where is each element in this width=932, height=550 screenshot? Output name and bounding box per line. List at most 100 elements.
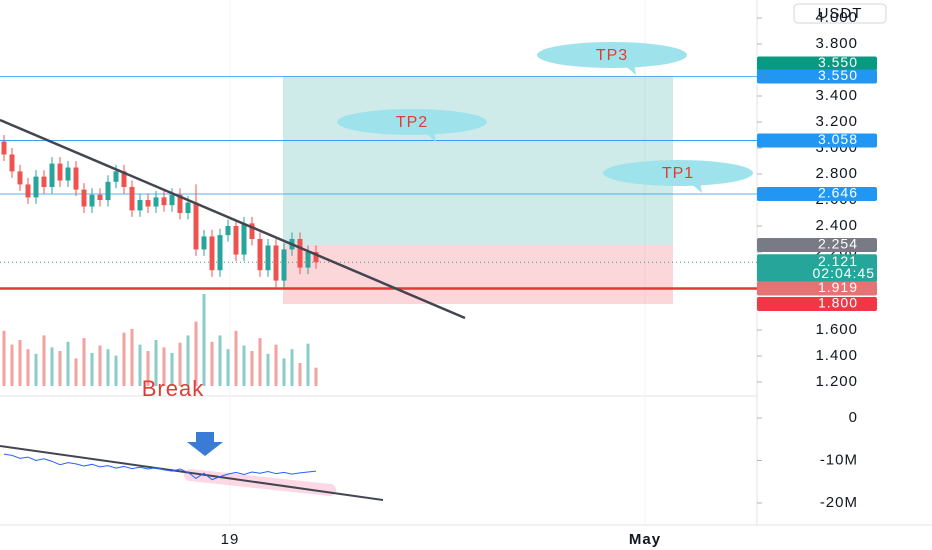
candle-body [1, 141, 7, 155]
candle-body [297, 239, 303, 268]
candle-body [137, 200, 143, 211]
volume-bar [226, 349, 230, 386]
currency-label: USDT [818, 5, 863, 22]
volume-bar [98, 345, 102, 386]
price-badge [757, 237, 877, 252]
price-badge-label: 2.254 [818, 236, 858, 252]
candle-body [89, 194, 95, 207]
candle-body [161, 197, 167, 206]
price-badge-label: 3.058 [818, 131, 858, 147]
candle-body [177, 194, 183, 213]
y-tick-label: 4.000 [815, 9, 858, 26]
candle-body [105, 181, 111, 200]
candle-body [17, 171, 23, 185]
y-tick-label: 3.800 [815, 35, 858, 52]
volume-bar [90, 352, 94, 386]
candle-body [273, 245, 279, 281]
callout-tail [688, 181, 702, 193]
volume-bar [202, 294, 206, 386]
volume-bar [210, 341, 214, 386]
candle-body [25, 184, 31, 198]
volume-bar [34, 353, 38, 386]
candle-body [81, 189, 87, 207]
price-badge [757, 187, 877, 202]
volume-bar [114, 355, 118, 386]
volume-bar [10, 344, 14, 386]
indicator-trendline [0, 445, 384, 501]
y-tick-label: -20M [820, 494, 858, 511]
countdown-label: 02:04:45 [813, 265, 876, 281]
volume-bar [170, 352, 174, 386]
volume-bar [26, 349, 30, 386]
price-badge [757, 133, 877, 148]
volume-bar [58, 351, 62, 386]
candle-body [193, 202, 199, 250]
callout-bubble [337, 109, 487, 135]
y-tick-label: 1.200 [815, 373, 858, 390]
candle-body [153, 197, 159, 207]
volume-bar [258, 338, 262, 386]
volume-bar [122, 332, 126, 386]
volume-bar [74, 358, 78, 386]
y-tick-label: 3.200 [815, 113, 858, 130]
candle-body [145, 200, 151, 207]
volume-bar [274, 344, 278, 386]
annotation-text: Break [142, 376, 204, 401]
volume-bar [154, 340, 158, 386]
candle-body [225, 226, 231, 236]
volume-bar [162, 347, 166, 386]
price-badge-label: 1.919 [818, 279, 858, 295]
volume-bar [42, 335, 46, 386]
y-tick-label: 1.600 [815, 321, 858, 338]
price-badge-label: 2.121 [818, 253, 858, 269]
volume-bar [306, 343, 310, 386]
candle-body [57, 163, 63, 181]
y-tick-label: 2.400 [815, 217, 858, 234]
volume-bar [106, 349, 110, 386]
volume-bar [266, 353, 270, 386]
price-badge-label: 1.800 [818, 295, 858, 311]
candle-body [9, 154, 15, 172]
currency-box [793, 3, 887, 24]
callout-text: TP1 [662, 165, 694, 182]
candle-body [249, 223, 255, 239]
volume-bar [234, 330, 238, 386]
volume-bar [250, 351, 254, 386]
profit-zone [283, 76, 673, 245]
down-arrow [187, 432, 223, 456]
candle-body [41, 176, 47, 187]
volume-bar [290, 349, 294, 386]
y-tick-label: 3.400 [815, 87, 858, 104]
candle-body [33, 176, 39, 198]
x-tick-label: May [629, 531, 661, 548]
callout-text: TP3 [596, 47, 628, 64]
volume-bar [282, 358, 286, 386]
callout-text: TP2 [396, 114, 428, 131]
y-tick-label: 1.400 [815, 347, 858, 364]
candle-body [169, 194, 175, 206]
volume-bar [82, 338, 86, 386]
callout-bubble [537, 42, 687, 68]
candle-body [65, 167, 71, 181]
candle-body [121, 171, 127, 187]
candle-body [281, 249, 287, 281]
x-tick-label: 19 [221, 531, 240, 548]
price-badge [757, 56, 877, 71]
volume-bar [178, 342, 182, 386]
y-tick-label: -10M [820, 451, 858, 468]
volume-bar [298, 363, 302, 386]
candle-body [201, 236, 207, 250]
volume-bar [18, 340, 22, 386]
price-badge-label: 3.550 [818, 54, 858, 70]
volume-bar [50, 347, 54, 386]
callout-tail [622, 63, 636, 75]
candle-body [233, 226, 239, 255]
candle-body [113, 171, 119, 182]
volume-bar [218, 335, 222, 386]
price-badge-label: 2.646 [818, 185, 858, 201]
volume-bar [2, 330, 6, 386]
price-badge [757, 254, 877, 283]
candle-body [241, 223, 247, 255]
volume-bar [146, 351, 150, 386]
